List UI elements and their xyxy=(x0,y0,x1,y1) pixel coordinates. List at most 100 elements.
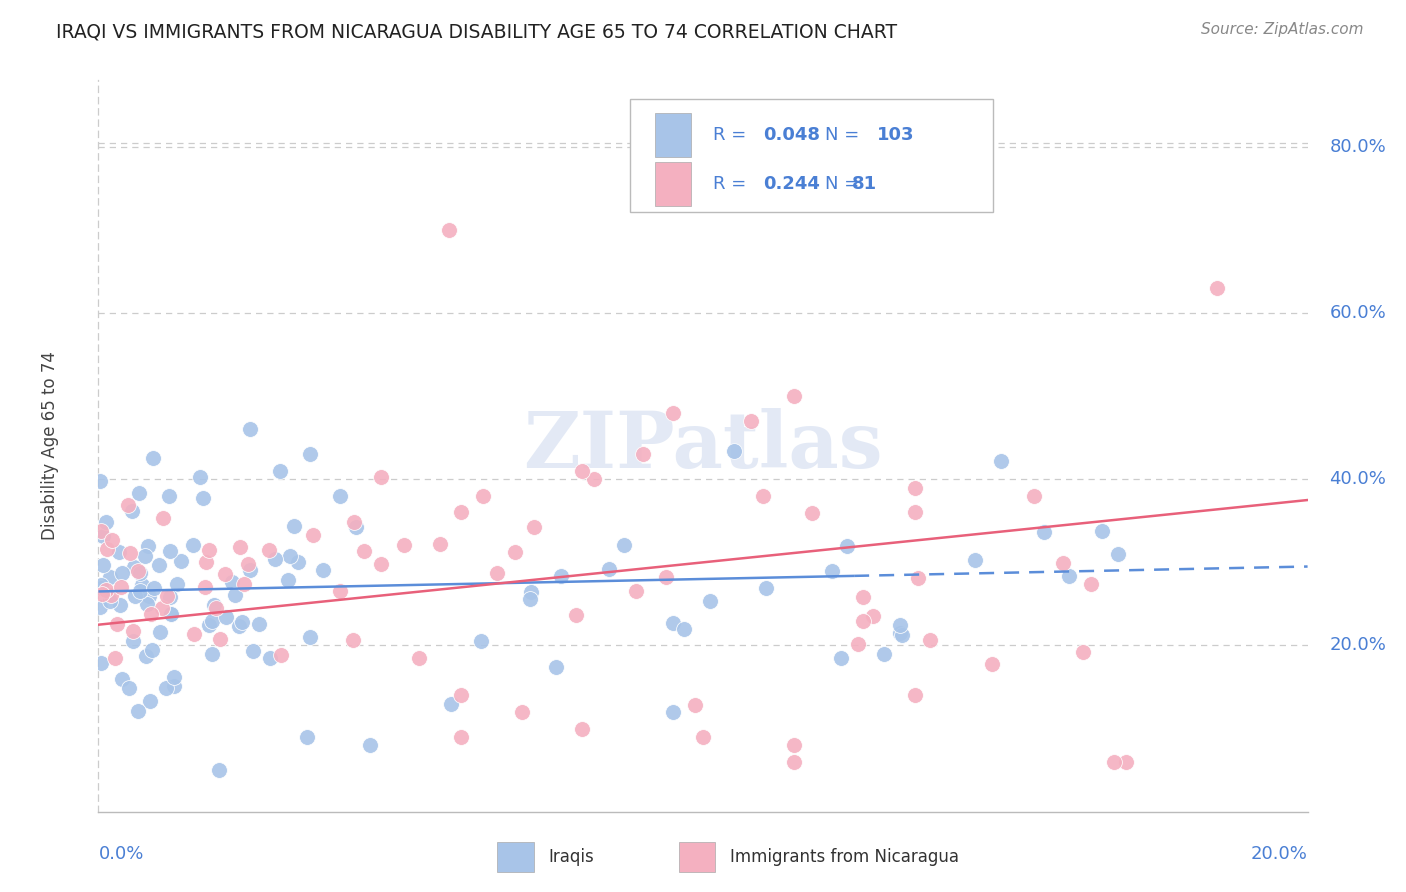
Point xyxy=(1052,557,1074,571)
Point xyxy=(852,591,875,605)
Point xyxy=(1080,577,1102,591)
Point xyxy=(131,578,153,592)
Point xyxy=(571,464,593,478)
Point xyxy=(755,581,778,595)
Point xyxy=(224,588,246,602)
Point xyxy=(270,648,292,662)
Point xyxy=(1091,524,1114,538)
Point xyxy=(188,470,211,484)
Point xyxy=(800,506,823,520)
Point xyxy=(353,543,375,558)
Text: IRAQI VS IMMIGRANTS FROM NICARAGUA DISABILITY AGE 65 TO 74 CORRELATION CHART: IRAQI VS IMMIGRANTS FROM NICARAGUA DISAB… xyxy=(56,22,897,41)
Point xyxy=(96,515,118,529)
Text: R =: R = xyxy=(713,175,752,193)
Point xyxy=(170,554,193,568)
Point xyxy=(96,583,118,598)
Text: 103: 103 xyxy=(877,126,915,144)
Point xyxy=(104,651,127,665)
Point xyxy=(232,577,254,591)
Point xyxy=(198,542,221,557)
Point xyxy=(862,608,884,623)
Point xyxy=(503,545,526,559)
Point xyxy=(440,698,463,712)
Point xyxy=(136,539,159,553)
Point xyxy=(159,544,181,558)
Point xyxy=(990,454,1012,468)
Point xyxy=(283,518,305,533)
Point xyxy=(91,587,114,601)
Point xyxy=(450,689,472,703)
Point xyxy=(360,738,382,752)
Point xyxy=(752,489,775,503)
Point xyxy=(472,489,495,503)
Point xyxy=(889,626,911,640)
Text: 60.0%: 60.0% xyxy=(1329,304,1386,322)
Point xyxy=(904,689,927,703)
Point xyxy=(1071,645,1094,659)
Point xyxy=(143,581,166,595)
Point xyxy=(209,632,232,646)
Point xyxy=(269,464,291,478)
Point xyxy=(98,570,121,584)
Point xyxy=(111,672,134,686)
Point xyxy=(873,647,896,661)
Point xyxy=(277,573,299,587)
Point xyxy=(1102,755,1125,769)
Point xyxy=(782,389,804,403)
Point xyxy=(111,566,134,580)
Point xyxy=(91,558,114,572)
Point xyxy=(782,755,804,769)
Point xyxy=(105,616,128,631)
Point xyxy=(89,474,111,488)
Point xyxy=(231,615,253,630)
Point xyxy=(100,588,122,602)
Point xyxy=(139,694,162,708)
Point xyxy=(259,651,281,665)
Point xyxy=(208,763,231,777)
Point xyxy=(236,557,259,571)
Point xyxy=(257,542,280,557)
Point xyxy=(118,681,141,696)
Point xyxy=(343,516,366,530)
Point xyxy=(242,644,264,658)
Point xyxy=(91,528,114,542)
Point xyxy=(156,589,179,603)
Point xyxy=(571,722,593,736)
Point xyxy=(148,558,170,572)
Point xyxy=(311,563,333,577)
Text: 40.0%: 40.0% xyxy=(1329,470,1386,488)
Text: Immigrants from Nicaragua: Immigrants from Nicaragua xyxy=(730,848,959,866)
Point xyxy=(149,625,172,640)
Text: N =: N = xyxy=(825,126,865,144)
Point xyxy=(1206,281,1229,295)
Point xyxy=(89,600,111,615)
Point xyxy=(907,571,929,585)
Point xyxy=(247,616,270,631)
Point xyxy=(631,447,654,461)
Point xyxy=(740,414,762,428)
Text: 0.048: 0.048 xyxy=(763,126,821,144)
Point xyxy=(139,607,162,621)
Point xyxy=(450,730,472,744)
Point xyxy=(221,575,243,590)
Point xyxy=(1057,569,1080,583)
Point xyxy=(159,607,181,621)
Point xyxy=(683,698,706,712)
Point xyxy=(546,660,568,674)
Point xyxy=(215,610,238,624)
Bar xyxy=(679,842,716,871)
Point xyxy=(128,486,150,500)
Point xyxy=(613,538,636,552)
Point xyxy=(583,472,606,486)
Point xyxy=(107,545,129,559)
Point xyxy=(564,607,586,622)
Point xyxy=(889,618,911,632)
Point xyxy=(510,705,533,719)
Point xyxy=(166,576,188,591)
Point xyxy=(624,584,647,599)
Point xyxy=(437,223,460,237)
Point xyxy=(228,619,250,633)
Point xyxy=(201,614,224,628)
Point xyxy=(163,679,186,693)
Point xyxy=(141,643,163,657)
